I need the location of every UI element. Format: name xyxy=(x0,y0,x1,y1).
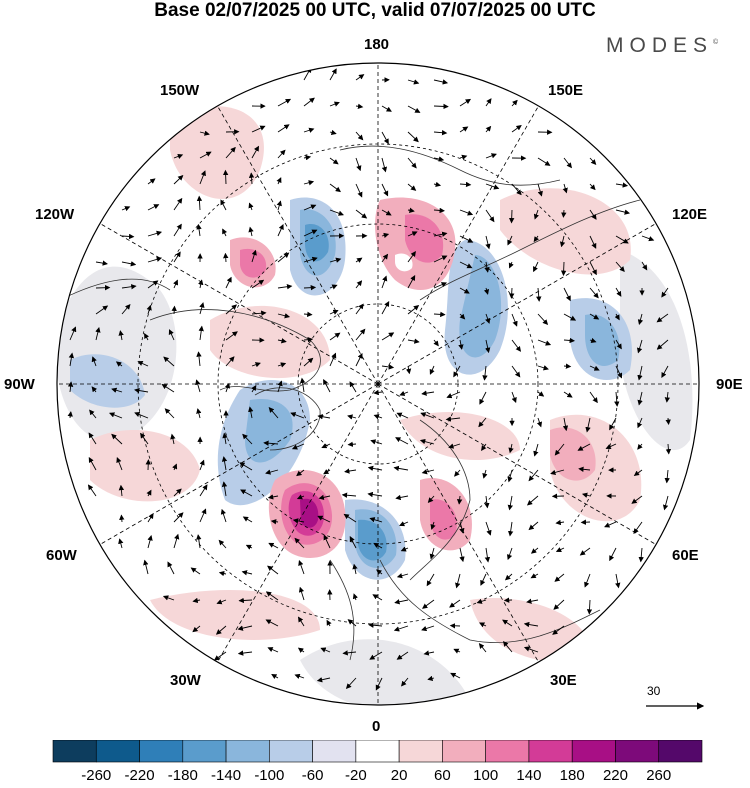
wind-vector xyxy=(225,254,226,262)
wind-vector xyxy=(434,106,448,107)
colorbar-swatch xyxy=(399,740,442,762)
lon-label-60e: 60E xyxy=(672,547,699,564)
wind-vector xyxy=(304,287,315,288)
colorbar-tick-label: -60 xyxy=(302,767,324,783)
polar-anomaly-map xyxy=(0,0,750,740)
reference-vector-label: 30 xyxy=(647,684,660,698)
colorbar-swatch xyxy=(226,740,269,762)
colorbar-tick-label: -100 xyxy=(254,767,284,783)
wind-vector xyxy=(174,306,175,314)
colorbar-tick-label: 140 xyxy=(516,767,541,783)
lon-label-120w: 120W xyxy=(35,206,74,223)
wind-vector xyxy=(563,210,564,217)
colorbar-tick-label: -20 xyxy=(345,767,367,783)
lon-label-90e: 90E xyxy=(716,376,743,393)
colorbar: -260 -220 -180 -140 -100 -60 -20 20 60 100 140 180 2… xyxy=(0,740,750,783)
lon-label-150w: 150W xyxy=(160,82,199,99)
wind-vector xyxy=(434,314,445,315)
wind-vector xyxy=(668,418,669,424)
colorbar-tick-label: 20 xyxy=(391,767,408,783)
lon-label-120e: 120E xyxy=(672,206,707,223)
colorbar-swatch xyxy=(356,740,399,762)
colorbar-swatch xyxy=(140,740,183,762)
lon-label-90w: 90W xyxy=(4,376,35,393)
wind-vector xyxy=(511,288,512,298)
colorbar-swatch xyxy=(53,740,96,762)
lon-label-30e: 30E xyxy=(550,672,577,689)
wind-vector xyxy=(121,515,122,522)
colorbar-tick-label: 100 xyxy=(473,767,498,783)
wind-vector xyxy=(564,366,570,367)
colorbar-swatch xyxy=(183,740,226,762)
colorbar-tick-label: -220 xyxy=(125,767,155,783)
wind-vector xyxy=(225,171,226,184)
colorbar-tick-label: 60 xyxy=(434,767,451,783)
colorbar-tick-label: 180 xyxy=(560,767,585,783)
lon-label-150e: 150E xyxy=(548,82,583,99)
colorbar-tick-label: -260 xyxy=(81,767,111,783)
colorbar-tick-label: -140 xyxy=(211,767,241,783)
wind-vector xyxy=(563,262,564,275)
colorbar-swatch xyxy=(442,740,485,762)
colorbar-swatch xyxy=(313,740,356,762)
lon-label-60w: 60W xyxy=(46,547,77,564)
colorbar-swatch xyxy=(96,740,139,762)
lon-label-30w: 30W xyxy=(170,672,201,689)
lon-label-180: 180 xyxy=(364,36,389,53)
colorbar-swatch xyxy=(615,740,658,762)
colorbar-tick-label: -180 xyxy=(168,767,198,783)
colorbar-swatch xyxy=(529,740,572,762)
lon-label-0: 0 xyxy=(372,718,380,735)
colorbar-swatch xyxy=(486,740,529,762)
colorbar-tick-label: 260 xyxy=(646,767,671,783)
colorbar-swatch xyxy=(269,740,312,762)
colorbar-swatch xyxy=(572,740,615,762)
colorbar-tick-label: 220 xyxy=(603,767,628,783)
colorbar-swatch xyxy=(659,740,702,762)
